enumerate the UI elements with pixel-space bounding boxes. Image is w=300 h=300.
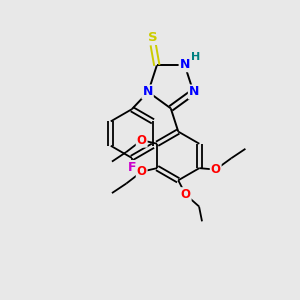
Text: F: F: [128, 161, 136, 174]
Text: O: O: [137, 165, 147, 178]
Text: N: N: [180, 58, 190, 71]
Text: O: O: [211, 163, 221, 176]
Text: N: N: [142, 85, 153, 98]
Text: S: S: [148, 31, 158, 44]
Text: O: O: [181, 188, 191, 201]
Text: N: N: [189, 85, 199, 98]
Text: H: H: [191, 52, 201, 62]
Text: O: O: [137, 134, 147, 147]
